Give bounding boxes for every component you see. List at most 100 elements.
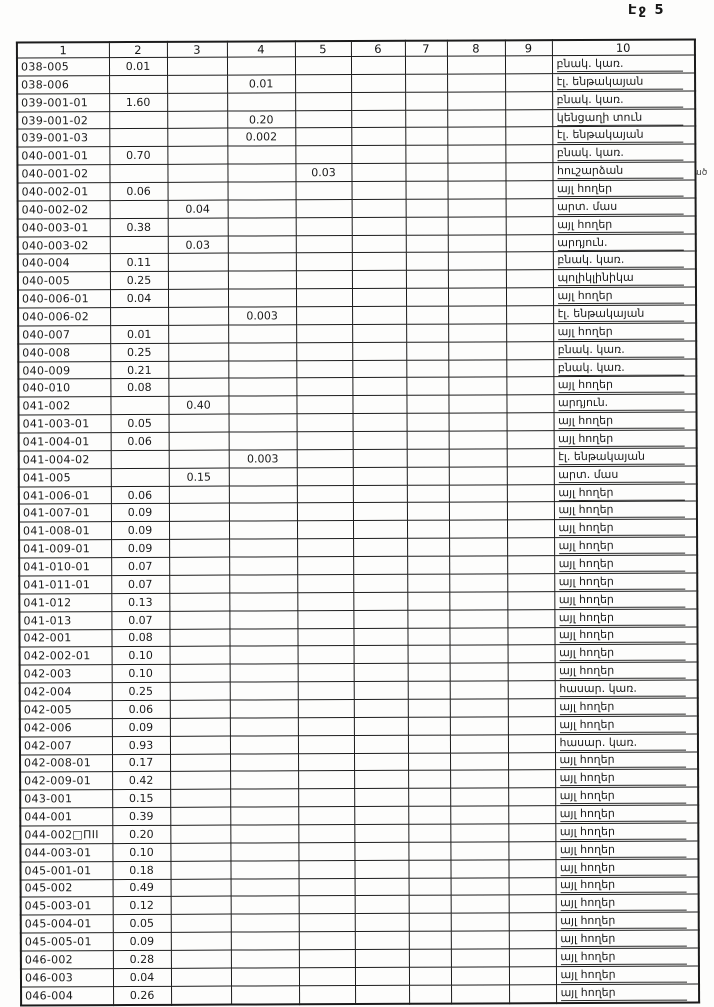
value-cell — [507, 734, 556, 753]
land-use-cell: էլ. ենթակայան — [553, 447, 697, 467]
value-cell — [406, 395, 449, 414]
value-cell — [354, 824, 409, 843]
value-cell — [449, 627, 508, 646]
value-cell: 0.42 — [112, 771, 171, 790]
value-cell — [450, 877, 509, 896]
value-cell — [406, 323, 449, 343]
value-cell — [296, 306, 353, 325]
land-use-cell: պոլիկլինիկա — [552, 269, 696, 288]
value-cell — [352, 484, 407, 504]
land-use-label: այլ հողեր — [560, 949, 687, 966]
land-use-cell: բնակ. կառ. — [552, 144, 696, 163]
value-cell — [228, 396, 297, 415]
value-cell — [450, 895, 509, 914]
value-cell — [352, 306, 407, 325]
value-cell — [169, 646, 230, 665]
value-cell — [170, 950, 231, 969]
value-cell — [167, 289, 229, 308]
value-cell — [168, 432, 229, 451]
value-cell — [506, 305, 554, 324]
land-use-label: այլ հողեր — [559, 663, 686, 680]
column-header-3: 3 — [166, 41, 227, 58]
value-cell — [229, 735, 299, 754]
parcel-code-cell: 042-002-01 — [19, 646, 112, 666]
land-use-label: էլ. ենթակայան — [556, 127, 684, 144]
value-cell — [506, 377, 554, 396]
value-cell — [405, 270, 448, 289]
value-cell — [296, 324, 353, 343]
value-cell — [170, 753, 231, 772]
land-use-cell: արդյուն. — [552, 233, 696, 253]
value-cell — [450, 966, 510, 985]
value-cell — [352, 467, 407, 486]
land-use-label: այլ հողեր — [559, 753, 686, 769]
parcel-code-cell: 042-004 — [19, 682, 112, 701]
land-use-label: կենցաղի տուն — [556, 110, 684, 126]
value-cell: 0.05 — [110, 414, 169, 433]
value-cell — [404, 56, 448, 75]
value-cell — [353, 592, 408, 611]
value-cell — [352, 502, 407, 521]
value-cell — [505, 91, 553, 110]
parcel-code-cell: 040-009 — [18, 361, 111, 380]
value-cell — [169, 717, 230, 736]
value-cell — [295, 199, 352, 218]
land-use-cell: այլ հողեր — [555, 751, 699, 771]
value-cell — [353, 538, 408, 557]
land-use-label: այլ հողեր — [558, 538, 686, 555]
value-cell — [505, 269, 553, 289]
value-cell — [351, 92, 406, 111]
column-header-8: 8 — [446, 40, 505, 57]
land-use-label: այլ հողեր — [559, 770, 687, 787]
value-cell — [406, 520, 450, 539]
value-cell — [408, 931, 451, 950]
value-cell — [448, 502, 507, 521]
value-cell — [231, 985, 300, 1005]
column-header-4: 4 — [226, 41, 295, 58]
parcel-code-cell: 040-005 — [17, 271, 110, 291]
land-use-label: այլ հողեր — [559, 842, 687, 858]
value-cell — [506, 412, 554, 431]
value-cell — [297, 628, 354, 647]
value-cell: 0.20 — [112, 825, 171, 844]
value-cell — [405, 216, 448, 235]
value-cell — [226, 56, 296, 75]
value-cell — [506, 394, 554, 414]
value-cell — [168, 378, 229, 397]
value-cell — [169, 610, 230, 629]
value-cell — [449, 538, 508, 557]
value-cell — [354, 859, 409, 879]
land-use-label: այլ հողեր — [558, 431, 685, 448]
value-cell — [228, 485, 297, 504]
land-use-label: այլ հողեր — [560, 985, 688, 1001]
value-cell — [450, 841, 509, 860]
value-cell — [298, 878, 355, 897]
value-cell — [228, 431, 297, 450]
value-cell — [408, 949, 451, 968]
value-cell — [170, 932, 231, 951]
value-cell — [450, 859, 509, 878]
value-cell — [353, 699, 408, 718]
value-cell: 0.01 — [108, 57, 168, 76]
land-use-cell: այլ հողեր — [555, 858, 699, 878]
land-use-cell: հասար. կառ. — [554, 680, 698, 699]
value-cell — [297, 610, 354, 629]
land-use-label: այլ հողեր — [558, 556, 686, 573]
land-use-label: էլ. ենթակայան — [556, 74, 684, 90]
value-cell — [169, 557, 230, 576]
value-cell — [295, 181, 352, 200]
value-cell — [110, 396, 169, 415]
land-use-cell: այլ հողեր — [554, 572, 698, 592]
value-cell: 0.03 — [295, 163, 352, 182]
value-cell: 0.17 — [112, 753, 171, 772]
value-cell — [167, 271, 228, 290]
value-cell — [295, 235, 352, 254]
parcel-code-cell: 041-002 — [18, 396, 111, 416]
value-cell — [447, 270, 506, 289]
parcel-code-cell: 045-005-01 — [20, 932, 113, 951]
value-cell — [229, 538, 298, 558]
value-cell — [509, 984, 557, 1004]
value-cell — [354, 806, 409, 825]
land-use-label: այլ հողեր — [560, 967, 687, 983]
value-cell — [298, 753, 355, 772]
